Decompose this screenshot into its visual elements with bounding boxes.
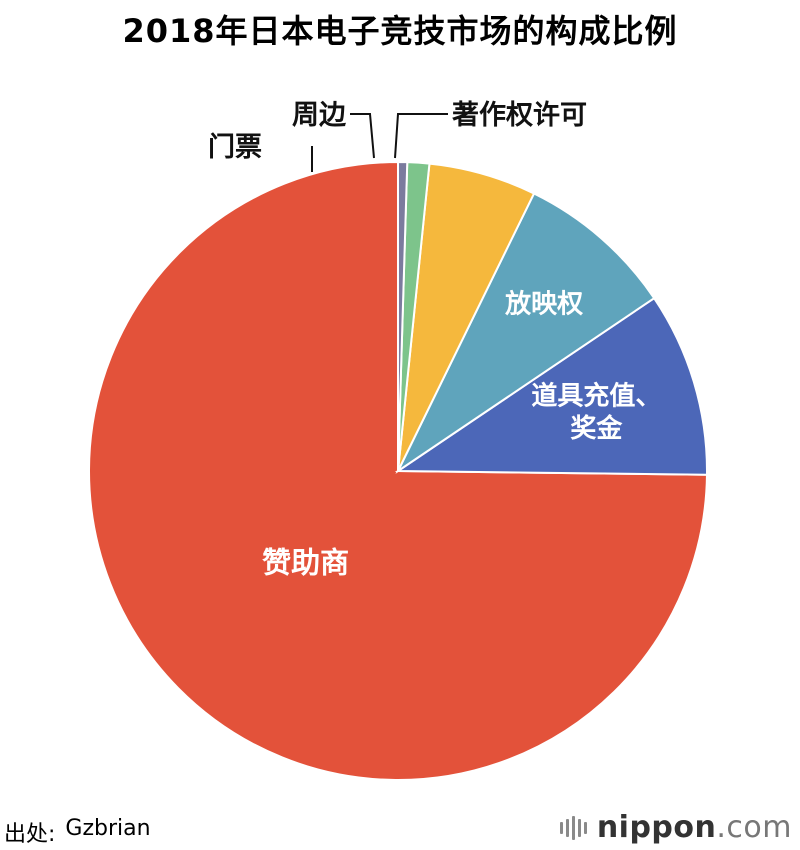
- brand-tld: com: [726, 810, 792, 845]
- pie-slice-赞助商: [88, 160, 708, 781]
- slice-label: 门票: [208, 132, 262, 163]
- slice-label: 放映权: [504, 288, 583, 319]
- slice-label: 赞助商: [261, 545, 349, 579]
- brand-name: nippon: [596, 810, 717, 845]
- brand-wordmark: nippon.com: [597, 810, 792, 845]
- chart-title: 2018年日本电子竞技市场的构成比例: [122, 12, 678, 50]
- pie-slice-著作权许可: [397, 160, 409, 472]
- pie-slice-放映权: [395, 192, 656, 474]
- leader-line: [394, 113, 448, 159]
- slice-label: 道具充值、奖金: [531, 380, 661, 444]
- nippon-bars-icon: [559, 815, 587, 841]
- brand-dot: .: [716, 810, 727, 845]
- leader-lines: [311, 113, 448, 172]
- source-value: Gzbrian: [65, 816, 151, 841]
- leader-line: [350, 113, 375, 159]
- source-note: 出处: Gzbrian: [4, 816, 151, 848]
- slice-label: 著作权许可: [452, 100, 587, 131]
- pie-slices: [88, 160, 708, 781]
- brand-logo: nippon.com: [559, 810, 792, 845]
- pie-slice-道具充值: [394, 296, 708, 476]
- source-label: 出处:: [4, 822, 56, 847]
- slice-label: 周边: [292, 100, 347, 131]
